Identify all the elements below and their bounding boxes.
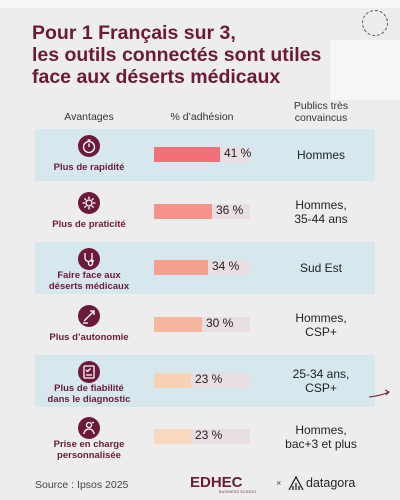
header-publics: Publics très convaincus: [267, 100, 375, 124]
audience-label-line: Hommes,: [295, 311, 347, 325]
header-publics-line: Publics très: [293, 100, 349, 112]
category-label-line: déserts médicaux: [48, 281, 130, 292]
table-row: Plus d’autonomie 30 % Hommes, CSP+: [35, 299, 375, 351]
title-line: face aux déserts médicaux: [32, 66, 281, 88]
data-label: 30 %: [206, 316, 234, 330]
audience-label-line: Hommes,: [295, 423, 347, 437]
data-label: 34 %: [212, 259, 240, 273]
bar-track: [154, 260, 250, 275]
category-label: Faire face aux déserts médicaux: [35, 270, 143, 292]
bar-track: [154, 317, 250, 332]
datagora-logo: datagora: [306, 476, 356, 490]
data-label: 36 %: [216, 203, 244, 217]
bar: [154, 429, 191, 444]
audience-label: Hommes, bac+3 et plus: [267, 423, 375, 451]
category-label-line: Prise en charge: [53, 439, 125, 450]
datagora-logo-icon: [288, 475, 304, 491]
category-label: Plus d’autonomie: [35, 332, 143, 343]
audience-label-line: Hommes: [296, 148, 345, 162]
chart-title: Pour 1 Français sur 3, les outils connec…: [32, 22, 352, 88]
audience-label: Sud Est: [267, 261, 375, 275]
data-label: 41 %: [224, 146, 252, 160]
bar-track: [154, 204, 250, 219]
category-label-line: Plus de fiabilité: [54, 383, 124, 394]
table-row: Plus de praticité 36 % Hommes, 35-44 ans: [35, 186, 375, 238]
audience-label-line: CSP+: [305, 381, 337, 395]
bar-track: [154, 373, 250, 388]
table-row: Plus de fiabilité dans le diagnostic 23 % 2…: [35, 355, 375, 407]
table-row: Faire face aux déserts médicaux 34 % Sud Es…: [35, 242, 375, 294]
table-row: Plus de rapidité 41 % Hommes: [35, 129, 375, 181]
background-tile: [330, 40, 400, 100]
dashed-circle-decoration: [362, 10, 388, 36]
audience-label-line: 35-44 ans: [294, 212, 348, 226]
bar: [154, 147, 220, 162]
header-adhesion: % d’adhésion: [170, 111, 234, 123]
audience-label-line: Sud Est: [299, 261, 343, 275]
category-label-line: dans le diagnostic: [47, 394, 131, 405]
audience-label: Hommes: [267, 148, 375, 162]
category-label-line: Plus de rapidité: [53, 162, 125, 173]
category-label-line: Plus de praticité: [52, 219, 126, 230]
edhec-logo: EDHEC: [190, 474, 243, 491]
stopwatch-icon: [78, 135, 100, 157]
audience-label: 25-34 ans, CSP+: [267, 367, 375, 395]
bar: [154, 204, 212, 219]
arrow-right-icon: [368, 389, 390, 398]
bar-track: [154, 147, 250, 162]
bar: [154, 260, 208, 275]
title-line: Pour 1 Français sur 3,: [32, 22, 236, 44]
audience-label-line: bac+3 et plus: [285, 437, 357, 451]
header-advantages: Avantages: [64, 111, 114, 123]
source-note: Source : Ipsos 2025: [35, 479, 129, 491]
audience-label: Hommes, CSP+: [267, 311, 375, 339]
bar: [154, 317, 202, 332]
bar-track: [154, 429, 250, 444]
hand-icon: [78, 305, 100, 327]
category-label-line: Faire face aux: [57, 270, 121, 281]
bar: [154, 373, 191, 388]
category-label: Plus de rapidité: [35, 162, 143, 173]
audience-label: Hommes, 35-44 ans: [267, 198, 375, 226]
category-label: Plus de fiabilité dans le diagnostic: [35, 383, 143, 405]
category-label-line: Plus d’autonomie: [49, 332, 129, 343]
data-label: 23 %: [195, 428, 223, 442]
edhec-logo-subtitle: BUSINESS SCHOOL: [219, 490, 257, 494]
table-row: Prise en charge personnalisée 23 % Hommes, b…: [35, 411, 375, 463]
category-label-line: personnalisée: [57, 450, 121, 461]
category-label: Plus de praticité: [35, 219, 143, 230]
checklist-icon: [78, 361, 100, 383]
audience-label-line: 25-34 ans,: [292, 367, 350, 381]
background-strip: [0, 0, 400, 8]
stethoscope-icon: [78, 248, 100, 270]
data-label: 23 %: [195, 372, 223, 386]
audience-label-line: CSP+: [305, 325, 337, 339]
title-line: les outils connectés sont utiles: [32, 44, 322, 66]
person-heart-icon: [78, 417, 100, 439]
audience-label-line: Hommes,: [295, 198, 347, 212]
header-publics-line: convaincus: [294, 112, 348, 124]
gear-icon: [78, 192, 100, 214]
logo-separator: ×: [276, 478, 282, 488]
category-label: Prise en charge personnalisée: [35, 439, 143, 461]
